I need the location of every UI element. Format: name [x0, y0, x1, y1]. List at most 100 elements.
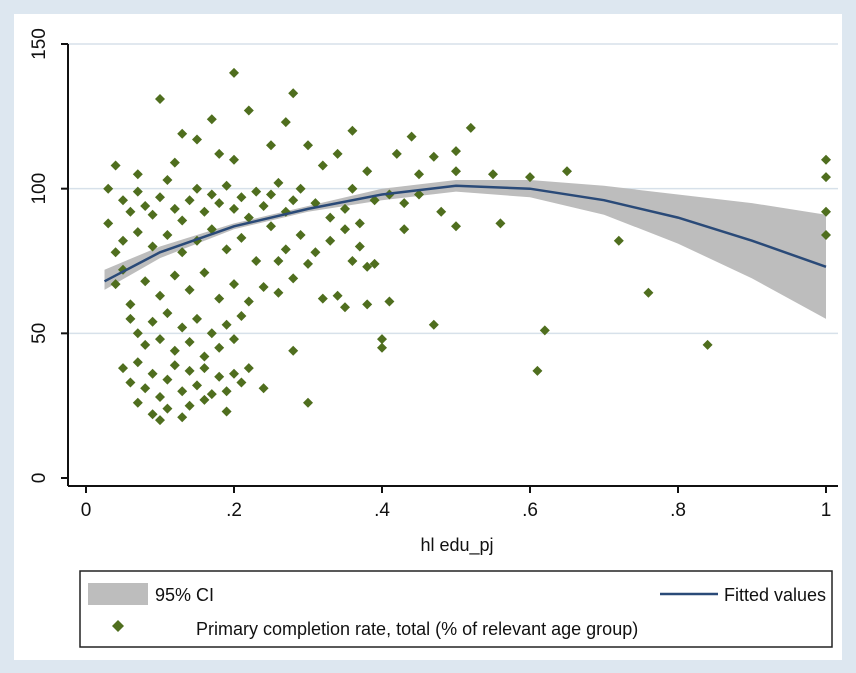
scatter-point — [303, 140, 313, 151]
scatter-point — [613, 235, 624, 246]
scatter-point — [199, 351, 210, 362]
scatter-point — [325, 212, 336, 223]
scatter-point — [118, 235, 128, 246]
scatter-point — [206, 328, 217, 339]
scatter-point — [162, 403, 173, 414]
scatter-point — [214, 293, 225, 304]
scatter-point — [303, 397, 313, 408]
scatter-point — [125, 377, 136, 388]
scatter-point — [206, 114, 217, 125]
scatter-point — [110, 279, 121, 290]
scatter-point — [821, 230, 831, 240]
y-tick-label: 100 — [29, 173, 50, 205]
scatter-point — [236, 192, 247, 203]
scatter-point — [229, 279, 239, 290]
scatter-point — [229, 154, 239, 165]
scatter-point — [243, 212, 254, 223]
x-tick-label: .2 — [226, 500, 242, 521]
scatter-point — [177, 322, 188, 333]
scatter-point — [243, 296, 254, 307]
scatter-point — [147, 209, 158, 220]
y-tick-label: 50 — [29, 323, 50, 344]
scatter-point — [140, 201, 151, 211]
fitted-line-layer — [103, 184, 827, 283]
scatter-point — [132, 169, 143, 180]
scatter-point — [132, 328, 143, 339]
scatter-point — [147, 409, 158, 420]
scatter-point — [391, 148, 402, 159]
scatter-point — [428, 151, 439, 162]
scatter-point — [414, 169, 424, 180]
scatter-point — [532, 365, 543, 376]
scatter-point — [347, 183, 358, 194]
scatter-point — [221, 386, 232, 397]
scatter-point — [280, 244, 291, 255]
scatter-point — [103, 183, 114, 194]
scatter-point — [132, 397, 143, 408]
scatter-point — [266, 221, 276, 232]
scatter-point — [347, 125, 358, 136]
legend-ci-label: 95% CI — [155, 585, 214, 605]
scatter-point — [169, 203, 180, 214]
scatter-point — [125, 206, 136, 217]
scatter-point — [288, 273, 299, 284]
scatter-point — [243, 105, 254, 116]
scatter-point — [169, 345, 180, 356]
scatter-point — [132, 186, 143, 197]
scatter-point — [184, 284, 195, 295]
scatter-point — [332, 148, 343, 159]
scatter-point — [177, 386, 188, 397]
scatter-point — [155, 192, 165, 203]
scatter-point — [332, 290, 343, 301]
axes: 0 50 100 150 0 .2 .4 .6 .8 1 — [29, 28, 838, 521]
scatter-point — [821, 206, 831, 217]
scatter-point — [317, 293, 328, 304]
scatter-point — [110, 160, 121, 171]
scatter-point — [273, 287, 284, 298]
scatter-point — [821, 154, 831, 165]
scatter-point — [377, 342, 387, 353]
scatter-point — [436, 206, 447, 217]
scatter-point — [295, 230, 306, 240]
scatter-point — [147, 316, 158, 327]
scatter-point — [169, 157, 180, 168]
y-tick-label: 0 — [29, 473, 50, 484]
scatter-point — [110, 247, 121, 258]
scatter-point — [155, 334, 165, 345]
scatter-point — [362, 261, 373, 272]
scatter-point — [140, 339, 151, 350]
legend-ci-swatch — [88, 583, 148, 605]
scatter-point — [169, 360, 180, 371]
scatter-point — [340, 203, 350, 214]
scatter-point — [206, 389, 217, 400]
scatter-point — [140, 383, 151, 394]
scatter-point — [155, 290, 165, 301]
scatter-point — [288, 195, 299, 206]
scatter-point — [214, 371, 225, 382]
scatter-point — [295, 183, 306, 194]
scatter-point — [384, 296, 395, 307]
scatter-point — [362, 166, 373, 177]
scatter-point — [132, 227, 143, 238]
x-tick-label: .6 — [522, 500, 538, 521]
scatter-point — [206, 224, 217, 235]
scatter-point — [428, 319, 439, 330]
scatter-point — [162, 374, 173, 385]
scatter-point — [221, 180, 232, 191]
scatter-point — [273, 177, 284, 188]
scatter-point — [177, 128, 188, 139]
scatter-point — [451, 221, 461, 232]
scatter-point — [288, 88, 299, 99]
scatter-point — [229, 67, 239, 78]
scatter-point — [103, 218, 114, 229]
scatter-point — [199, 206, 210, 217]
scatter-point — [229, 203, 239, 214]
scatter-point — [362, 299, 373, 310]
scatter-point — [199, 267, 210, 278]
scatter-point — [184, 365, 195, 376]
scatter-point — [184, 337, 195, 347]
scatter-point — [562, 166, 572, 177]
scatter-point — [465, 122, 476, 133]
legend: 95% CI Fitted values Primary completion … — [79, 570, 833, 648]
scatter-point — [251, 256, 262, 266]
